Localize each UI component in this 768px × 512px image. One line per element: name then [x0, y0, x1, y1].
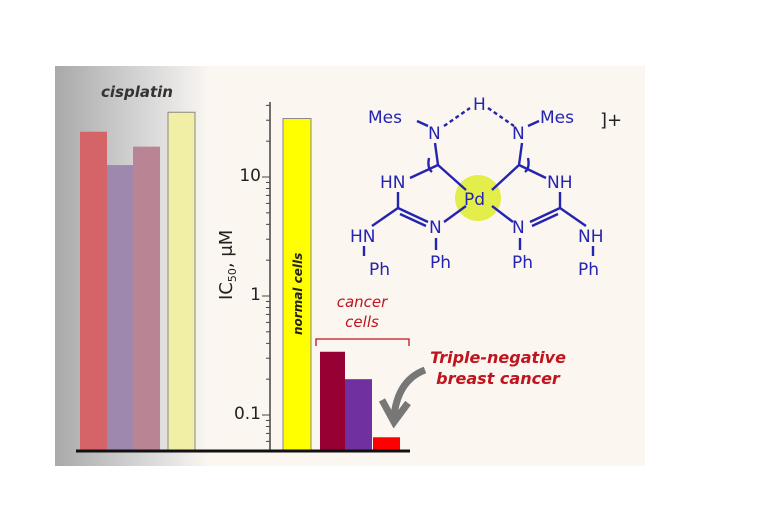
- tick-label-0.1: 0.1: [234, 404, 261, 424]
- curved-arrow-icon: [378, 366, 427, 429]
- n-bottom-left: N: [429, 218, 442, 238]
- bar-cancer-cells-1: [320, 351, 345, 450]
- pd-label: Pd: [464, 190, 485, 210]
- cancer-cells-label-1: cancer: [337, 293, 388, 311]
- nh-outer-right: NH: [578, 227, 604, 247]
- pd-complex-structure: Mes H Mes ]+ N N HN NH Pd N N HN NH Ph P…: [350, 95, 622, 280]
- n-bottom-right: N: [512, 218, 525, 238]
- ph-4: Ph: [578, 260, 599, 280]
- tick-label-1: 1: [250, 285, 261, 305]
- background-panel: [205, 66, 645, 466]
- bar-cancer-cells-3: [373, 437, 400, 450]
- normal-cells-label: normal cells: [291, 253, 305, 335]
- bar-cisplatin-4: [167, 111, 196, 451]
- nh-right: NH: [547, 173, 573, 193]
- cancer-cells-bracket: [315, 338, 410, 346]
- charge-label: ]+: [600, 110, 622, 131]
- ph-1: Ph: [369, 260, 390, 280]
- tick-label-10: 10: [239, 166, 261, 186]
- ph-3: Ph: [512, 253, 533, 273]
- ph-2: Ph: [430, 253, 451, 273]
- tnbc-label-2: breast cancer: [436, 369, 561, 388]
- pd-highlight: [455, 175, 501, 221]
- bonds: [362, 107, 595, 256]
- bar-cisplatin-2: [107, 165, 133, 450]
- bar-cisplatin-1: [80, 131, 107, 450]
- cisplatin-label: cisplatin: [101, 83, 173, 101]
- hn-outer-left: HN: [350, 227, 376, 247]
- bars: [80, 111, 400, 451]
- tnbc-label-1: Triple-negative: [430, 348, 566, 367]
- y-axis-label: IC50, μM: [216, 230, 239, 300]
- mes-right: Mes: [540, 108, 574, 128]
- bar-cancer-cells-2: [345, 379, 372, 450]
- bar-cisplatin-3: [133, 146, 160, 451]
- bridging-h: H: [473, 95, 486, 115]
- mes-left: Mes: [368, 108, 402, 128]
- n-top-left: N: [428, 124, 441, 144]
- n-top-right: N: [512, 124, 525, 144]
- cancer-cells-label-2: cells: [345, 313, 379, 331]
- y-ticks: [262, 104, 270, 452]
- hn-left: HN: [380, 173, 406, 193]
- bar-normal-cells-1: [282, 118, 312, 451]
